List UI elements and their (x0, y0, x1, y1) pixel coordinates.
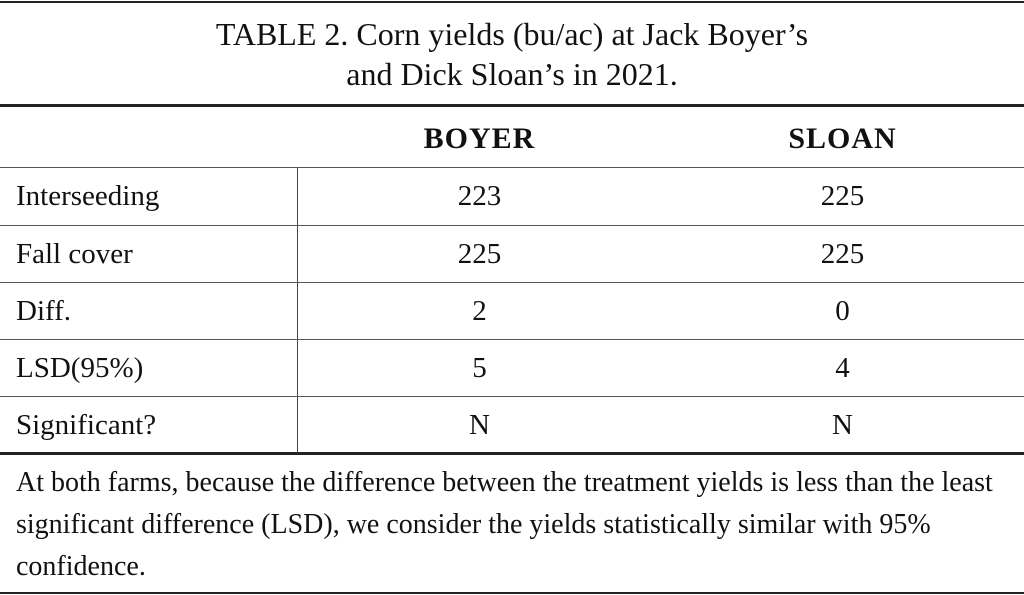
top-border (0, 1, 1024, 3)
rule (0, 452, 1024, 455)
value-cell: 4 (835, 352, 850, 384)
row-label: Significant? (16, 409, 157, 441)
row-line (0, 167, 1024, 168)
row-line (0, 282, 1024, 283)
row-label: Diff. (16, 295, 72, 327)
column-divider (297, 168, 298, 453)
rule (0, 104, 1024, 107)
row-line (0, 396, 1024, 397)
value-cell: 5 (472, 352, 487, 384)
column-header: SLOAN (788, 122, 897, 155)
bottom-border (0, 592, 1024, 594)
row-line (0, 339, 1024, 340)
value-cell: N (832, 409, 853, 441)
title-line: TABLE 2. Corn yields (bu/ac) at Jack Boy… (215, 16, 809, 52)
column-header: BOYER (423, 122, 536, 155)
row-line (0, 225, 1024, 226)
value-cell: 225 (820, 180, 865, 212)
row-label: LSD(95%) (16, 352, 144, 384)
row-label: Fall cover (16, 238, 133, 270)
title-line: and Dick Sloan’s in 2021. (346, 56, 678, 92)
value-cell: N (469, 409, 490, 441)
value-cell: 223 (457, 180, 502, 212)
footnote: At both farms, because the difference be… (16, 467, 993, 582)
value-cell: 225 (457, 238, 502, 270)
value-cell: 225 (820, 238, 865, 270)
value-cell: 0 (835, 295, 850, 327)
row-label: Interseeding (16, 180, 160, 212)
title: TABLE 2. Corn yields (bu/ac) at Jack Boy… (0, 14, 1024, 94)
value-cell: 2 (472, 295, 487, 327)
